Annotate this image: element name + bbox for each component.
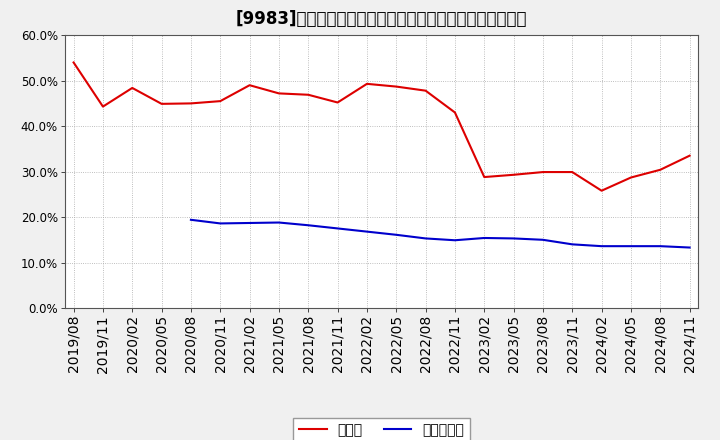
現預金 [451,110,459,115]
現預金 [128,85,137,91]
Legend: 現預金, 有利子負債: 現預金, 有利子負債 [293,418,470,440]
現預金 [626,175,635,180]
現預金 [509,172,518,177]
現預金 [421,88,430,93]
現預金 [333,100,342,105]
Line: 有利子負債: 有利子負債 [191,220,690,248]
現預金 [69,60,78,65]
有利子負債 [333,226,342,231]
現預金 [274,91,283,96]
有利子負債 [216,221,225,226]
有利子負債 [421,236,430,241]
現預金 [598,188,606,193]
現預金 [363,81,372,87]
有利子負債 [363,229,372,234]
Line: 現預金: 現預金 [73,62,690,191]
現預金 [539,169,547,175]
現預金 [304,92,312,97]
有利子負債 [451,238,459,243]
有利子負債 [626,243,635,249]
現預金 [216,99,225,104]
現預金 [568,169,577,175]
有利子負債 [509,236,518,241]
現預金 [246,83,254,88]
有利子負債 [274,220,283,225]
Title: [9983]　現預金、有利子負債の総資産に対する比率の推移: [9983] 現預金、有利子負債の総資産に対する比率の推移 [236,10,527,28]
有利子負債 [246,220,254,226]
現預金 [656,167,665,172]
現預金 [157,101,166,106]
有利子負債 [598,243,606,249]
有利子負債 [539,237,547,242]
有利子負債 [304,223,312,228]
有利子負債 [568,242,577,247]
現預金 [99,104,107,109]
現預金 [685,153,694,158]
現預金 [186,101,195,106]
現預金 [480,174,489,180]
有利子負債 [656,243,665,249]
有利子負債 [480,235,489,241]
有利子負債 [186,217,195,223]
有利子負債 [685,245,694,250]
有利子負債 [392,232,400,238]
現預金 [392,84,400,89]
